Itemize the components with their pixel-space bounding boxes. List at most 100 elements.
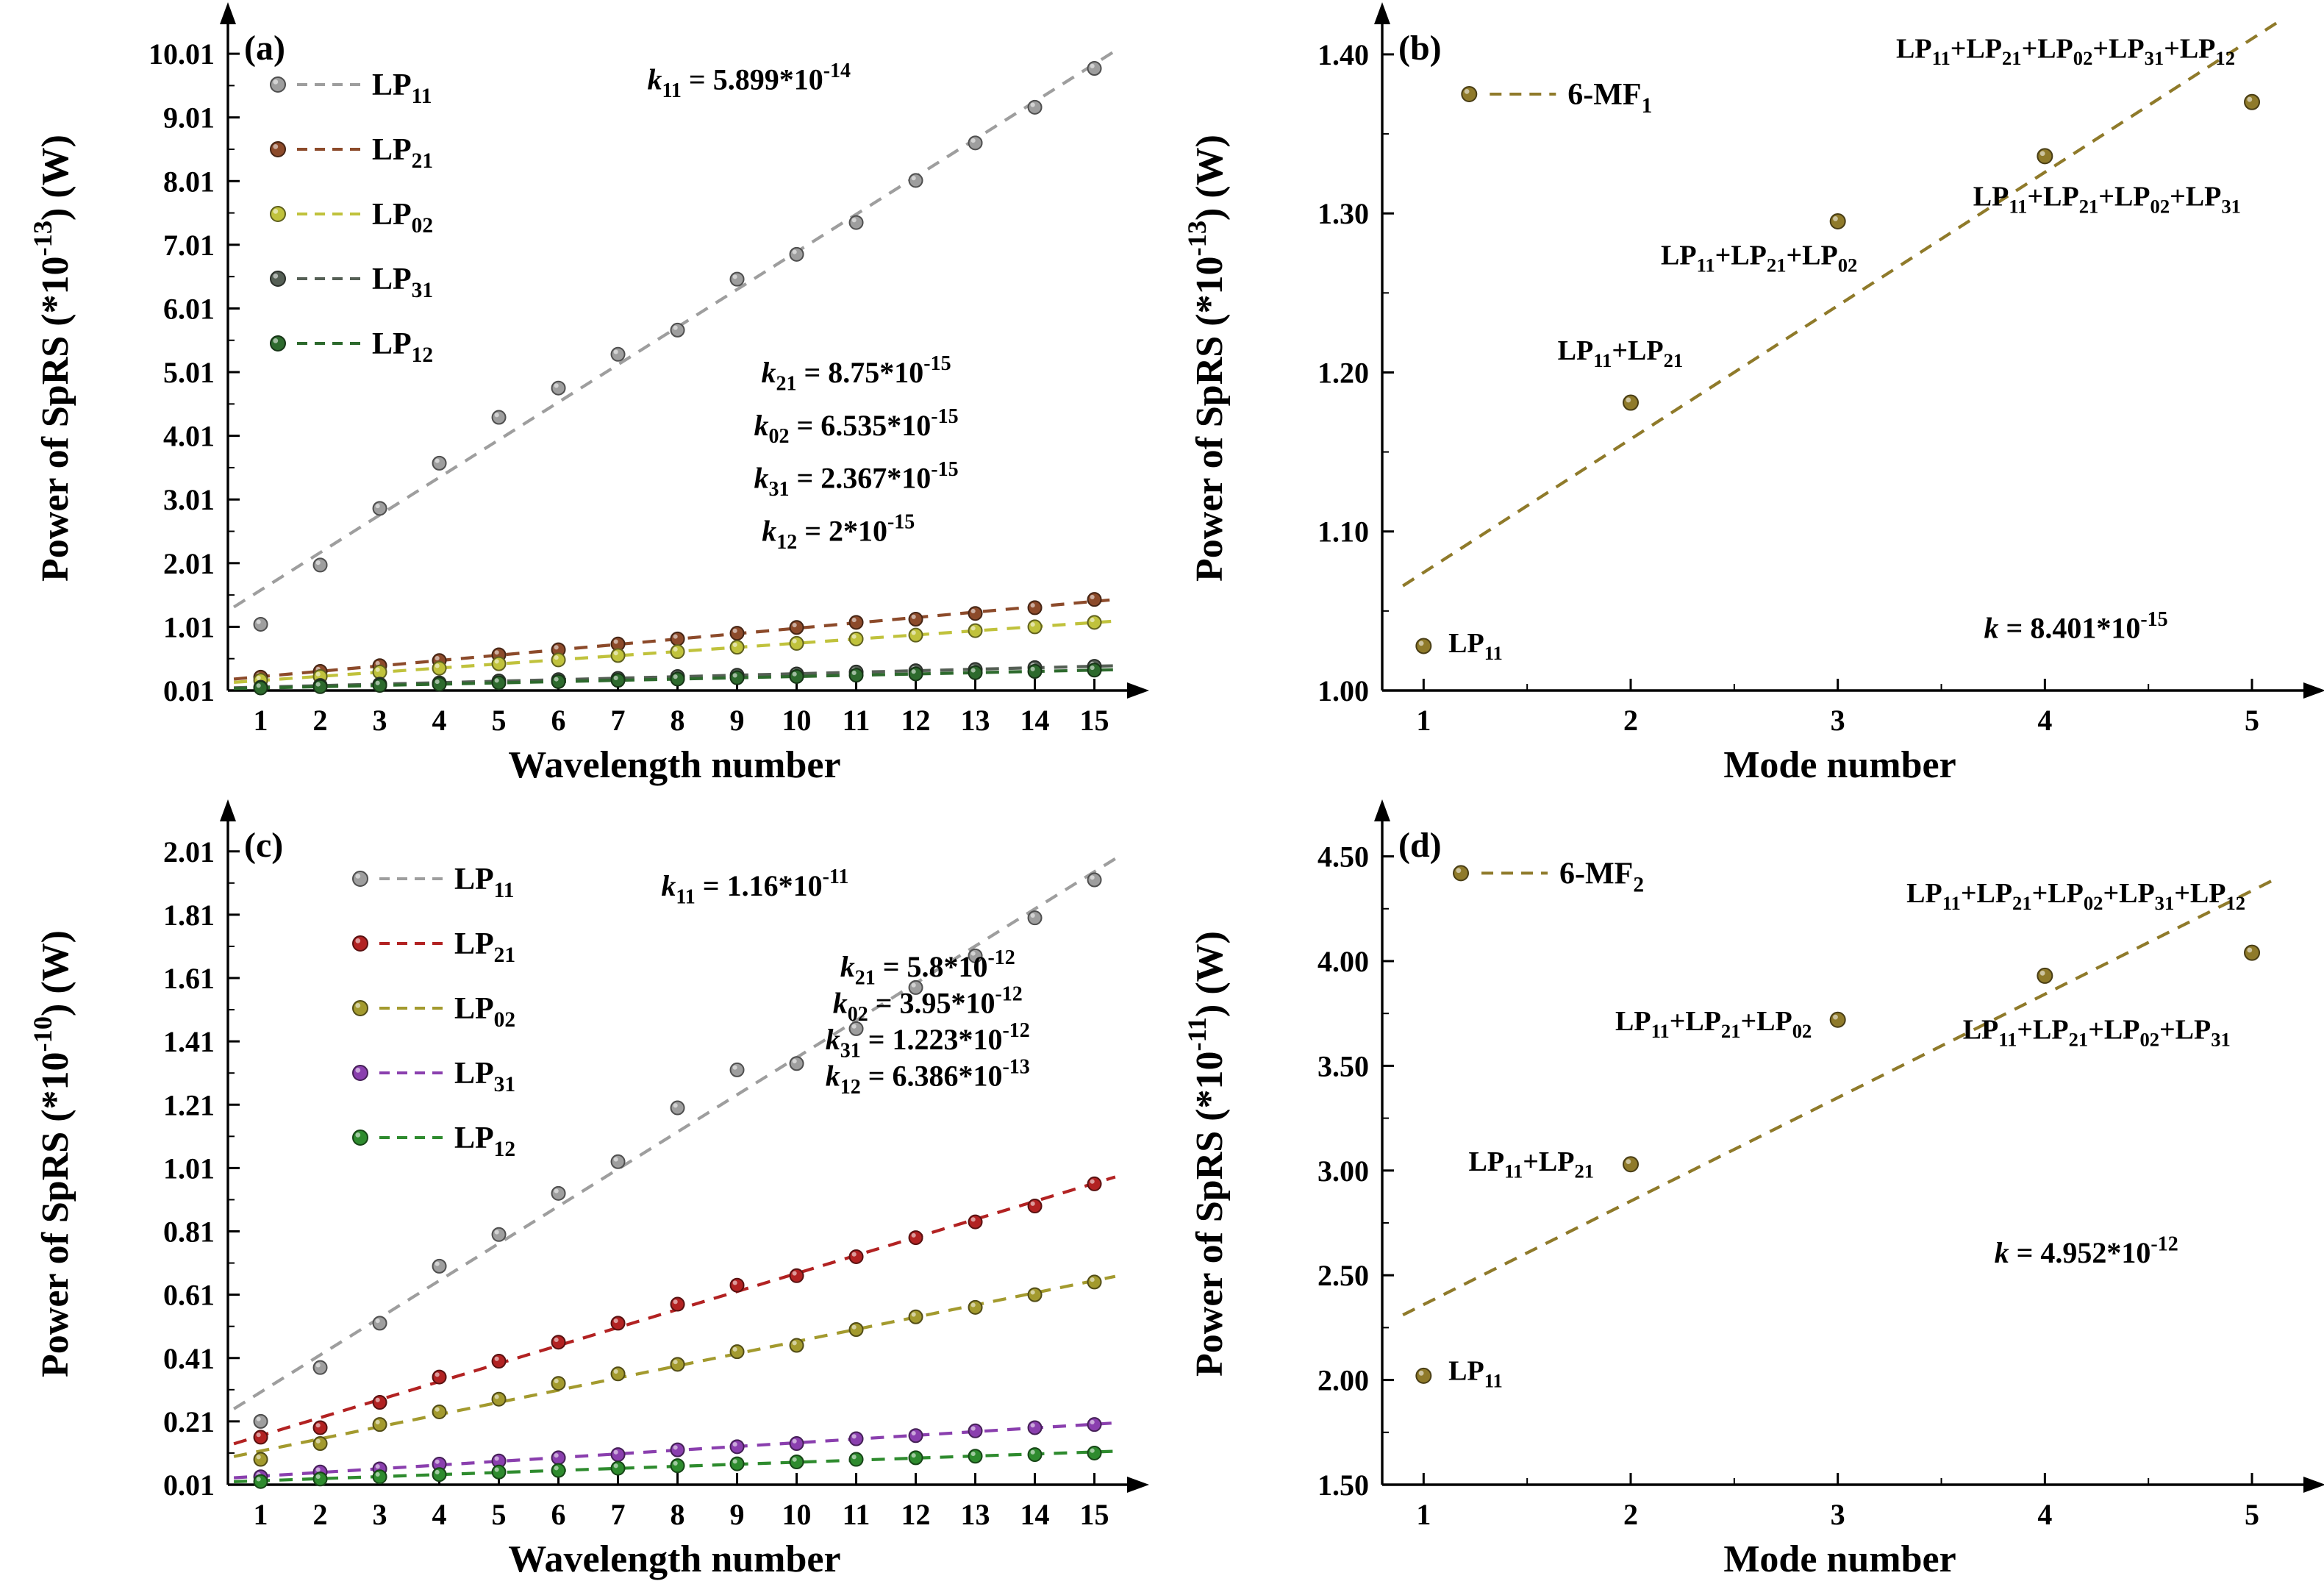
data-point-marker	[432, 455, 447, 471]
annotation: k12 = 6.386*10-13	[826, 1056, 1030, 1099]
marker-highlight	[315, 671, 321, 677]
marker-highlight	[1030, 102, 1035, 107]
data-point-marker	[670, 1442, 685, 1457]
marker-highlight	[851, 618, 857, 623]
data-point-marker	[1087, 1274, 1102, 1290]
x-axis-arrow-icon	[2303, 682, 2324, 699]
marker-highlight	[375, 660, 380, 666]
x-tick-label: 7	[611, 1498, 626, 1531]
marker-highlight	[554, 383, 559, 388]
y-tick-label: 1.40	[1317, 38, 1369, 71]
y-axis-arrow-icon	[220, 2, 236, 24]
marker-highlight	[315, 1423, 321, 1428]
data-point-marker	[1027, 1447, 1043, 1463]
annotation: LP11+LP21+LP02+LP31	[1963, 1014, 2231, 1050]
data-point-marker	[491, 1391, 507, 1407]
data-point-marker	[968, 665, 983, 680]
x-tick-label: 10	[782, 1498, 812, 1531]
marker-highlight	[792, 1438, 797, 1444]
panel-label: (b)	[1398, 29, 1442, 68]
marker-highlight	[970, 608, 976, 614]
data-point-marker	[1829, 213, 1846, 230]
x-tick-label: 2	[313, 1498, 328, 1531]
marker-highlight	[435, 663, 440, 668]
marker-highlight	[315, 1467, 321, 1472]
y-tick-label: 1.10	[1317, 515, 1369, 549]
data-point-marker	[312, 1360, 328, 1375]
data-point-marker	[610, 1366, 626, 1382]
data-point-marker	[789, 1338, 804, 1353]
panel-c-chart: 1 2 3 4 5 6 7 8 9 10 11 12 13 14 150.010.210.410.610.8…	[0, 797, 1162, 1595]
data-point-marker	[372, 678, 387, 693]
data-point-marker	[372, 501, 387, 516]
annotation: k = 8.401*10-15	[1984, 608, 2168, 645]
marker-highlight	[970, 138, 976, 143]
marker-highlight	[732, 628, 737, 633]
data-point-marker	[670, 631, 685, 646]
axis-labels: Wavelength number Power of SpRS (*10-13) …	[28, 135, 840, 786]
marker-highlight	[732, 642, 737, 647]
marker-highlight	[851, 670, 857, 676]
marker-highlight	[1090, 618, 1095, 623]
y-tick-label: 0.01	[163, 1469, 215, 1502]
marker-highlight	[315, 1363, 321, 1368]
marker-highlight	[673, 1460, 678, 1466]
marker-highlight	[375, 680, 380, 685]
marker-highlight	[1090, 1179, 1095, 1184]
marker-highlight	[435, 679, 440, 685]
data-point-marker	[848, 215, 864, 230]
y-tick-label: 9.01	[163, 101, 215, 135]
legend-label: LP12	[372, 327, 433, 367]
y-axis-arrow-icon	[1374, 799, 1390, 821]
marker-highlight	[970, 626, 976, 631]
marker-highlight	[613, 651, 618, 656]
marker-highlight	[911, 1232, 916, 1238]
marker-highlight	[851, 218, 857, 223]
data-point-marker	[372, 1417, 387, 1432]
axis-labels: Mode number Power of SpRS (*10-13) (W)	[1182, 135, 1956, 786]
data-points	[253, 872, 1102, 1489]
y-axis-label: Power of SpRS (*10-13) (W)	[1182, 135, 1231, 582]
marker-highlight	[613, 1369, 618, 1374]
trend-lines	[232, 49, 1117, 691]
x-axis-label: Wavelength number	[508, 744, 840, 786]
x-tick-label: 7	[611, 704, 626, 737]
marker-highlight	[256, 1455, 261, 1460]
legend: 6-MF1	[1461, 78, 1652, 118]
tick-labels: 1 2 3 4 5 6 7 8 9 10 11 12 13 14 150.010.210.410.610.8…	[163, 835, 1109, 1531]
x-tick-label: 4	[2037, 1498, 2052, 1531]
marker-highlight	[1030, 603, 1035, 608]
marker-highlight	[613, 1157, 618, 1162]
y-tick-label: 1.01	[163, 610, 215, 643]
data-point-marker	[908, 612, 923, 627]
legend-label: LP21	[372, 133, 433, 173]
data-point-marker	[729, 626, 745, 641]
marker-highlight	[911, 1312, 916, 1317]
data-point-marker	[670, 1357, 685, 1372]
data-point-marker	[729, 1456, 745, 1471]
marker-highlight	[1090, 1419, 1095, 1425]
data-point-marker	[610, 1154, 626, 1169]
y-tick-label: 8.01	[163, 165, 215, 198]
marker-highlight	[256, 675, 261, 680]
data-point-marker	[312, 557, 328, 573]
marker-highlight	[911, 1453, 916, 1458]
ticks	[1382, 53, 2253, 692]
tick-labels: 1 2 3 4 5 6 7 8 9 10 11 12 13 14 150.011.012.013.014.0…	[149, 38, 1109, 737]
marker-highlight	[851, 1252, 857, 1257]
y-tick-label: 1.01	[163, 1152, 215, 1185]
marker-highlight	[435, 458, 440, 463]
panel-label: (a)	[244, 29, 285, 68]
marker-highlight	[851, 1324, 857, 1330]
data-point-marker	[253, 616, 268, 632]
marker-highlight	[375, 504, 380, 509]
marker-highlight	[792, 1457, 797, 1462]
annotation: LP11+LP21+LP02	[1661, 240, 1857, 276]
marker-highlight	[1833, 1014, 1838, 1020]
data-point-marker	[253, 1413, 268, 1429]
annotation: k31 = 1.223*10-12	[826, 1019, 1030, 1062]
x-tick-label: 2	[1623, 1498, 1638, 1531]
data-point-marker	[610, 1316, 626, 1331]
legend: LP11 LP21 LP02 LP31 LP12	[270, 68, 433, 367]
y-axis-arrow-icon	[1374, 2, 1390, 24]
